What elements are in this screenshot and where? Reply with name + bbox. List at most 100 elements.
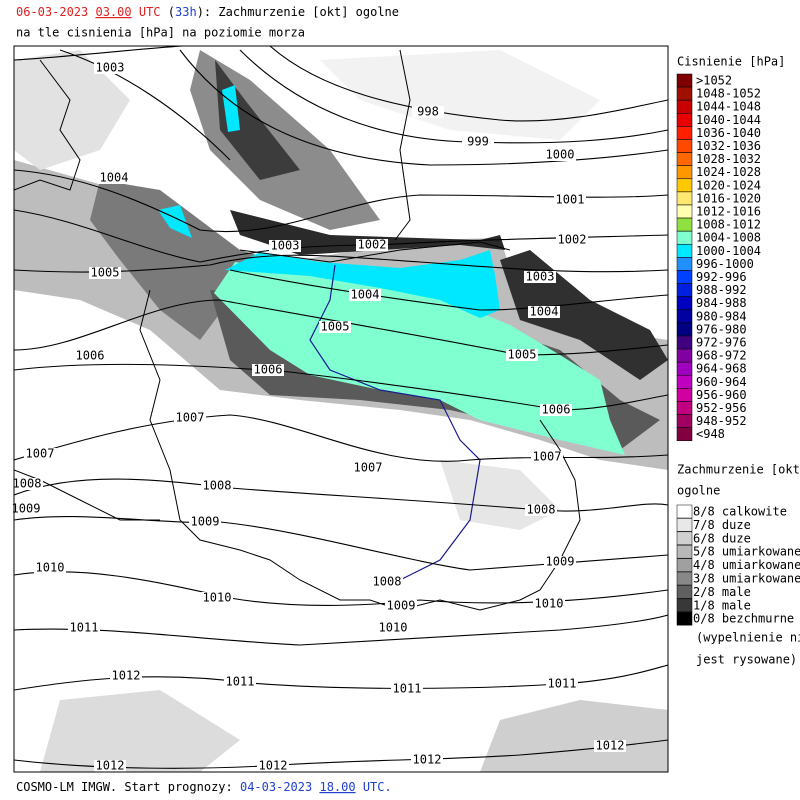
footer-date: 04-03-2023 [240, 780, 312, 794]
river [309, 264, 481, 581]
footer: COSMO-LM IMGW. Start prognozy: 04-03-202… [16, 780, 392, 794]
header-lead: 33h [175, 5, 197, 19]
legend-label: 1/8 male [693, 598, 751, 612]
legend-swatch [676, 283, 693, 297]
cloud-area [14, 50, 130, 170]
isobar-label-bg [356, 239, 388, 251]
legend-swatch [676, 322, 693, 337]
legend-swatch [676, 335, 693, 350]
isobar-label: 1012 [596, 739, 625, 753]
legend-swatch [676, 270, 693, 284]
isobar-label-bg [528, 306, 560, 318]
isobar-label-bg [11, 478, 43, 490]
header-lead-close: ): [197, 5, 211, 19]
isobar-label: 1012 [112, 669, 141, 683]
isobar-label-bg [556, 234, 588, 246]
isobar-label: 1001 [556, 193, 585, 207]
map-frame [13, 45, 669, 773]
legend-label: 1032-1036 [696, 139, 761, 153]
isobar-label-bg [531, 451, 563, 463]
isobar-label: 1007 [176, 411, 205, 425]
legend-swatch [676, 531, 693, 546]
legend-swatch [676, 257, 693, 271]
legend-label: 960-964 [696, 375, 747, 389]
legend-swatch [676, 401, 693, 415]
isobar [14, 478, 668, 512]
legend-swatch [676, 230, 693, 245]
legend-label: 964-968 [696, 362, 747, 376]
header-field: Zachmurzenie [okt] ogolne [218, 5, 399, 19]
cloud-legend-title: Zachmurzenie [okt] [677, 463, 800, 477]
isobar-label-bg [349, 289, 381, 301]
isobar-label-bg [525, 504, 557, 516]
legend-label: 1008-1012 [696, 218, 761, 232]
isobar [14, 254, 668, 273]
isobar-label-bg [540, 404, 572, 416]
legend-label: <948 [696, 427, 725, 441]
header-line-1: 06-03-2023 03.00 UTC (33h): Zachmurzenie… [16, 5, 399, 19]
legend-swatch [676, 113, 693, 127]
isobar-label: 1012 [96, 759, 125, 773]
isobar-label: 1004 [351, 288, 380, 302]
isobar-label-bg [412, 106, 444, 118]
legend-label: 972-976 [696, 336, 747, 350]
isobar-label: 1009 [387, 599, 416, 613]
cloud-legend-title-2: ogolne [677, 484, 720, 498]
legend-swatch [676, 309, 693, 324]
legend-label: 948-952 [696, 414, 747, 428]
pressure-fill-1000-1004 [222, 85, 240, 132]
isobar-label-bg [352, 462, 384, 474]
legend-label: 1036-1040 [696, 126, 761, 140]
legend-swatch [676, 388, 693, 402]
legend-label: 1020-1024 [696, 178, 761, 192]
isobar-label-bg [34, 562, 66, 574]
legend-swatch [676, 204, 693, 219]
legend-swatch [676, 152, 693, 166]
isobar-label: 1004 [100, 171, 129, 185]
isobar-label: 1009 [12, 502, 41, 516]
legend-swatch [676, 375, 693, 389]
isobar-label-bg [94, 62, 126, 74]
header-utc: UTC [139, 5, 161, 19]
isobar [269, 46, 668, 122]
isobar-label-bg [546, 678, 578, 690]
legend-swatch [676, 217, 693, 232]
isobar-label: 1000 [546, 148, 575, 162]
isobar-label: 1007 [26, 447, 55, 461]
isobar-label-bg [462, 136, 494, 148]
isobar-label-bg [544, 556, 576, 568]
isobar-label: 1011 [548, 677, 577, 691]
legend-label: 980-984 [696, 309, 747, 323]
isobar-label-bg [411, 754, 443, 766]
isobar-label: 1007 [354, 461, 383, 475]
legend-label: 976-980 [696, 322, 747, 336]
legend-swatch [676, 348, 693, 363]
isobar-label: 1011 [70, 621, 99, 635]
isobar-labels: 1003 998 999 1000 1004 1001 1003 1002 1002 1005 10… [10, 61, 626, 773]
legend-swatch [676, 611, 693, 626]
isobar-label: 999 [467, 135, 489, 149]
isobar-label: 1005 [508, 348, 537, 362]
legend-swatch [676, 518, 693, 532]
isobar-label-bg [201, 592, 233, 604]
legend-label: 1028-1032 [696, 152, 761, 166]
legend-label: 956-960 [696, 388, 747, 402]
isobar-label-bg [544, 149, 576, 161]
legend-label: 1044-1048 [696, 100, 761, 114]
pressure-legend-title: Cisnienie [hPa] [677, 55, 785, 69]
isobar-label: 1006 [542, 403, 571, 417]
isobar-label-bg [533, 598, 565, 610]
legend-swatch [676, 244, 693, 258]
header-date: 06-03-2023 [16, 5, 88, 19]
legend-label: >1052 [696, 74, 732, 88]
legend-swatch [676, 99, 693, 114]
isobar-label: 1003 [526, 270, 555, 284]
cloud-area [40, 690, 240, 772]
header-subtitle: na tle cisnienia [hPa] na poziomie morza [16, 26, 305, 40]
legend-label: 4/8 umiarkowane [693, 558, 800, 572]
legend-swatch [676, 73, 693, 88]
isobar-label: 1012 [259, 759, 288, 773]
isobar-label-bg [68, 622, 100, 634]
